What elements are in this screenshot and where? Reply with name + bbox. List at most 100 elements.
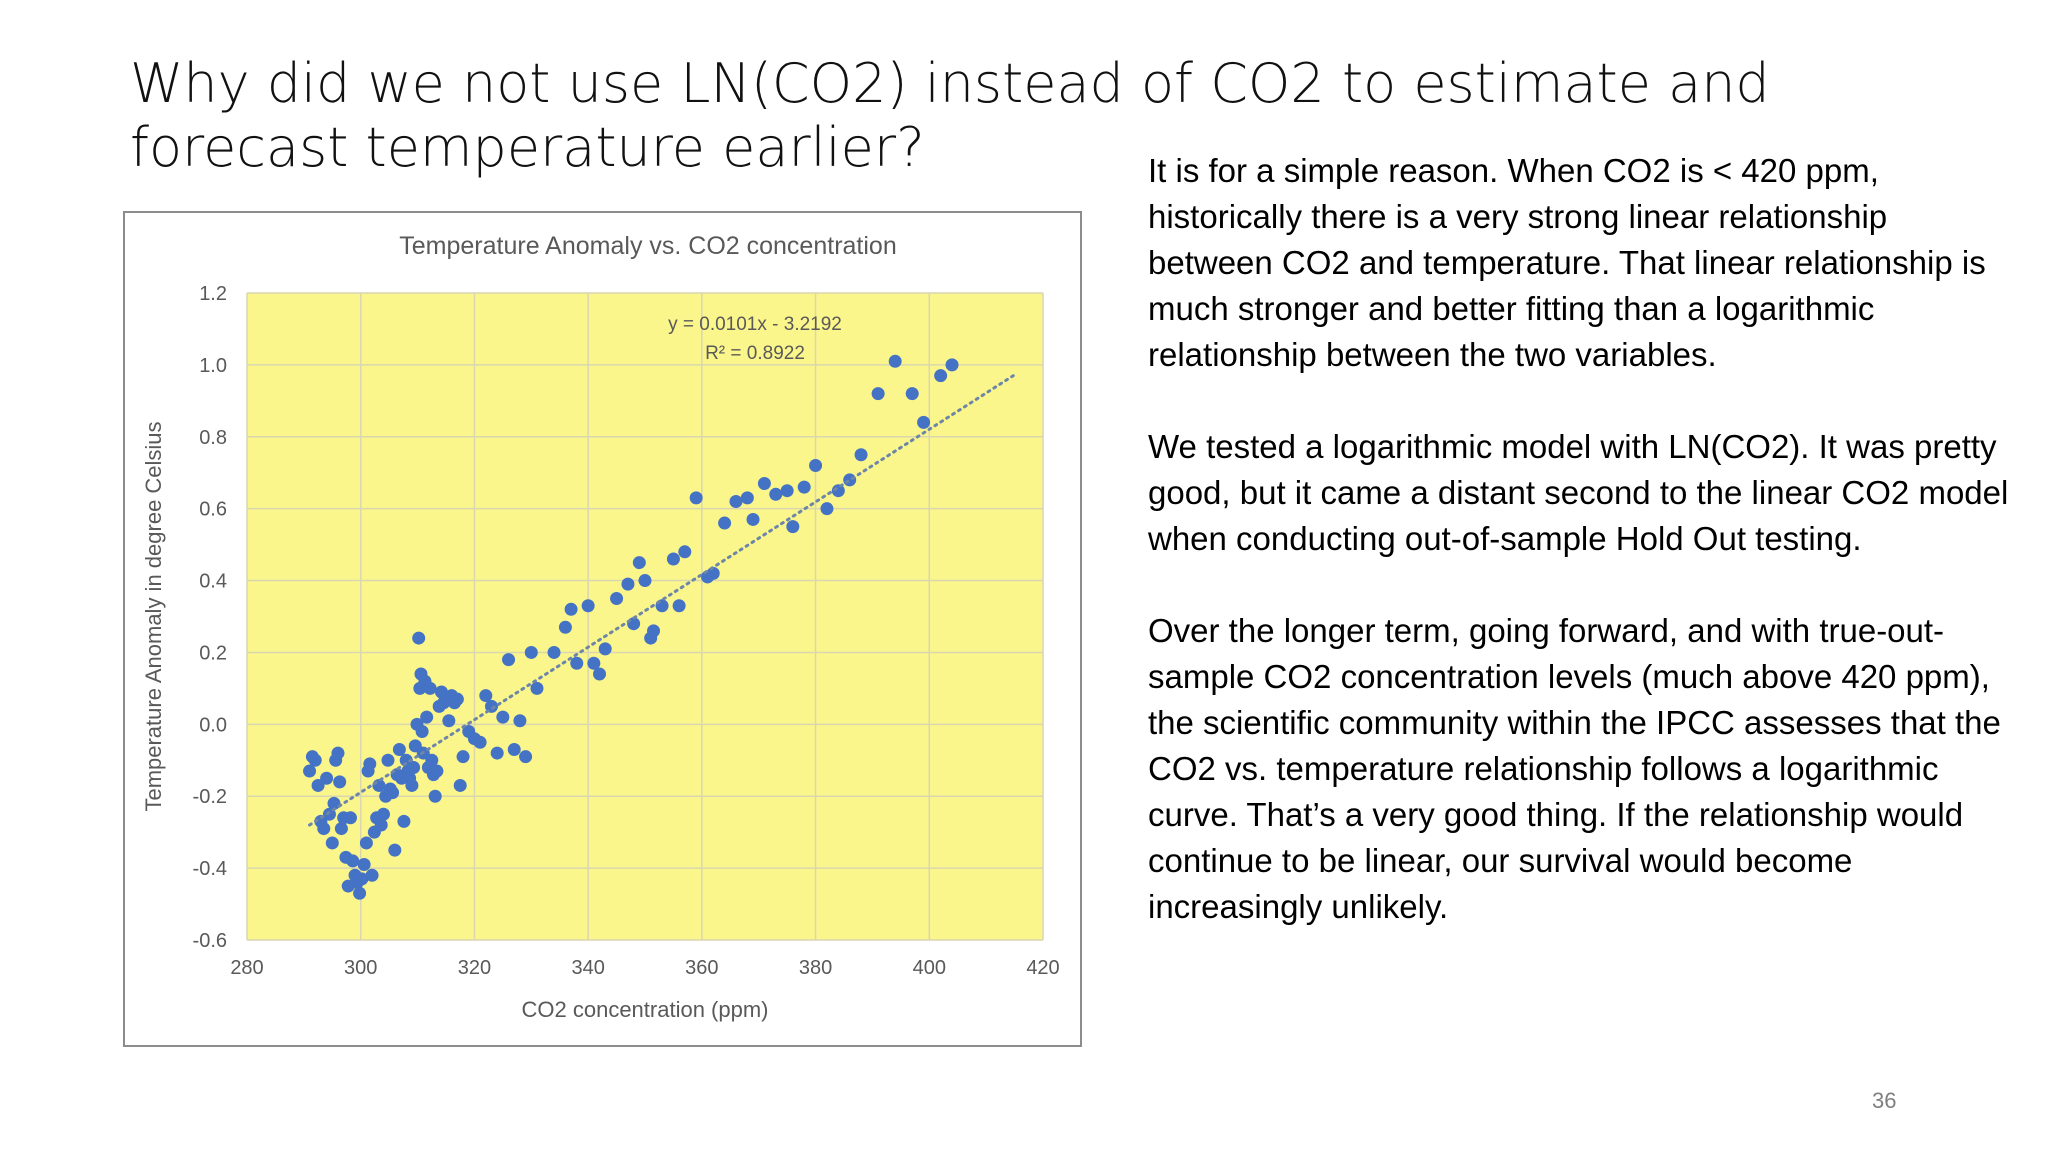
y-tick-label: -0.6 [193, 930, 227, 952]
data-point [854, 448, 868, 462]
data-point [386, 786, 400, 800]
data-point [740, 491, 754, 505]
chart-frame: Temperature Anomaly vs. CO2 concentratio… [123, 211, 1082, 1047]
data-point [757, 477, 771, 491]
data-point [357, 858, 371, 872]
data-points [303, 354, 959, 900]
trendline-equation: y = 0.0101x - 3.2192 [668, 314, 842, 335]
data-point [797, 480, 811, 494]
data-point [843, 473, 857, 487]
data-point [381, 753, 395, 767]
data-point [598, 642, 612, 656]
data-point [502, 653, 516, 667]
data-point [621, 577, 635, 591]
body-text: It is for a simple reason. When CO2 is <… [1148, 148, 2018, 976]
y-tick-label: -0.2 [193, 786, 227, 808]
data-point [355, 872, 369, 886]
data-point [647, 624, 661, 638]
data-point [820, 502, 834, 516]
data-point [428, 789, 442, 803]
paragraph-2: We tested a logarithmic model with LN(CO… [1148, 428, 2009, 557]
data-point [412, 631, 426, 645]
grid-lines [246, 292, 1044, 941]
data-point [530, 681, 544, 695]
y-axis-ticks: -0.6 -0.4 -0.2 0.0 0.2 0.4 0.6 0.8 1.0 1.2 [193, 283, 227, 952]
data-point [311, 778, 325, 792]
data-point [524, 645, 538, 659]
data-point [746, 512, 760, 526]
data-point [456, 750, 470, 764]
slide-title: Why did we not use LN(CO2) instead of CO… [130, 52, 1770, 179]
y-tick-label: 1.2 [199, 283, 227, 305]
paragraph-3: Over the longer term, going forward, and… [1148, 612, 2001, 925]
y-tick-label: 0.8 [199, 427, 227, 449]
data-point [363, 757, 377, 771]
data-point [453, 778, 467, 792]
data-point [442, 714, 456, 728]
data-point [317, 822, 331, 836]
data-point [405, 778, 419, 792]
data-point [479, 689, 493, 703]
data-point [831, 484, 845, 498]
y-tick-label: 0.0 [199, 714, 227, 736]
scatter-chart: Temperature Anomaly vs. CO2 concentratio… [141, 232, 1060, 1022]
data-point [423, 681, 437, 695]
data-point [496, 710, 510, 724]
paragraph-1: It is for a simple reason. When CO2 is <… [1148, 152, 1986, 373]
data-point [871, 387, 885, 401]
data-point [376, 807, 390, 821]
data-point [392, 742, 406, 756]
x-tick-label: 280 [230, 957, 263, 979]
data-point [564, 602, 578, 616]
data-point [917, 415, 931, 429]
y-tick-label: 0.6 [199, 499, 227, 521]
data-point [610, 592, 624, 606]
trendline-r-squared: R² = 0.8922 [705, 343, 805, 364]
data-point [359, 836, 373, 850]
x-tick-label: 420 [1026, 957, 1059, 979]
data-point [689, 491, 703, 505]
data-point [420, 710, 434, 724]
data-point [632, 556, 646, 570]
data-point [593, 667, 607, 681]
x-tick-label: 320 [458, 957, 491, 979]
y-axis-label: Temperature Anomaly in degree Celsius [141, 421, 166, 811]
data-point [425, 753, 439, 767]
data-point [473, 735, 487, 749]
chart-title: Temperature Anomaly vs. CO2 concentratio… [399, 232, 896, 260]
y-tick-label: 0.2 [199, 642, 227, 664]
data-point [666, 552, 680, 566]
data-point [581, 599, 595, 613]
data-point [945, 358, 959, 372]
data-point [934, 369, 948, 383]
data-point [718, 516, 732, 530]
data-point [388, 843, 402, 857]
data-point [769, 487, 783, 501]
data-point [547, 645, 561, 659]
x-tick-label: 380 [799, 957, 832, 979]
page-number: 36 [1872, 1088, 1897, 1113]
data-point [587, 656, 601, 670]
y-tick-label: 0.4 [199, 571, 227, 593]
data-point [430, 764, 444, 778]
data-point [490, 746, 504, 760]
data-point [333, 775, 347, 789]
data-point [397, 814, 411, 828]
data-point [415, 725, 429, 739]
x-tick-label: 360 [685, 957, 718, 979]
x-tick-label: 300 [344, 957, 377, 979]
y-tick-label: -0.4 [193, 858, 227, 880]
data-point [450, 692, 464, 706]
data-point [519, 750, 533, 764]
data-point [570, 656, 584, 670]
data-point [320, 771, 334, 785]
data-point [343, 811, 357, 825]
data-point [407, 760, 421, 774]
data-point [809, 459, 823, 473]
data-point [558, 620, 572, 634]
data-point [346, 854, 360, 868]
data-point [780, 484, 794, 498]
data-point [672, 599, 686, 613]
data-point [325, 836, 339, 850]
data-point [303, 764, 317, 778]
